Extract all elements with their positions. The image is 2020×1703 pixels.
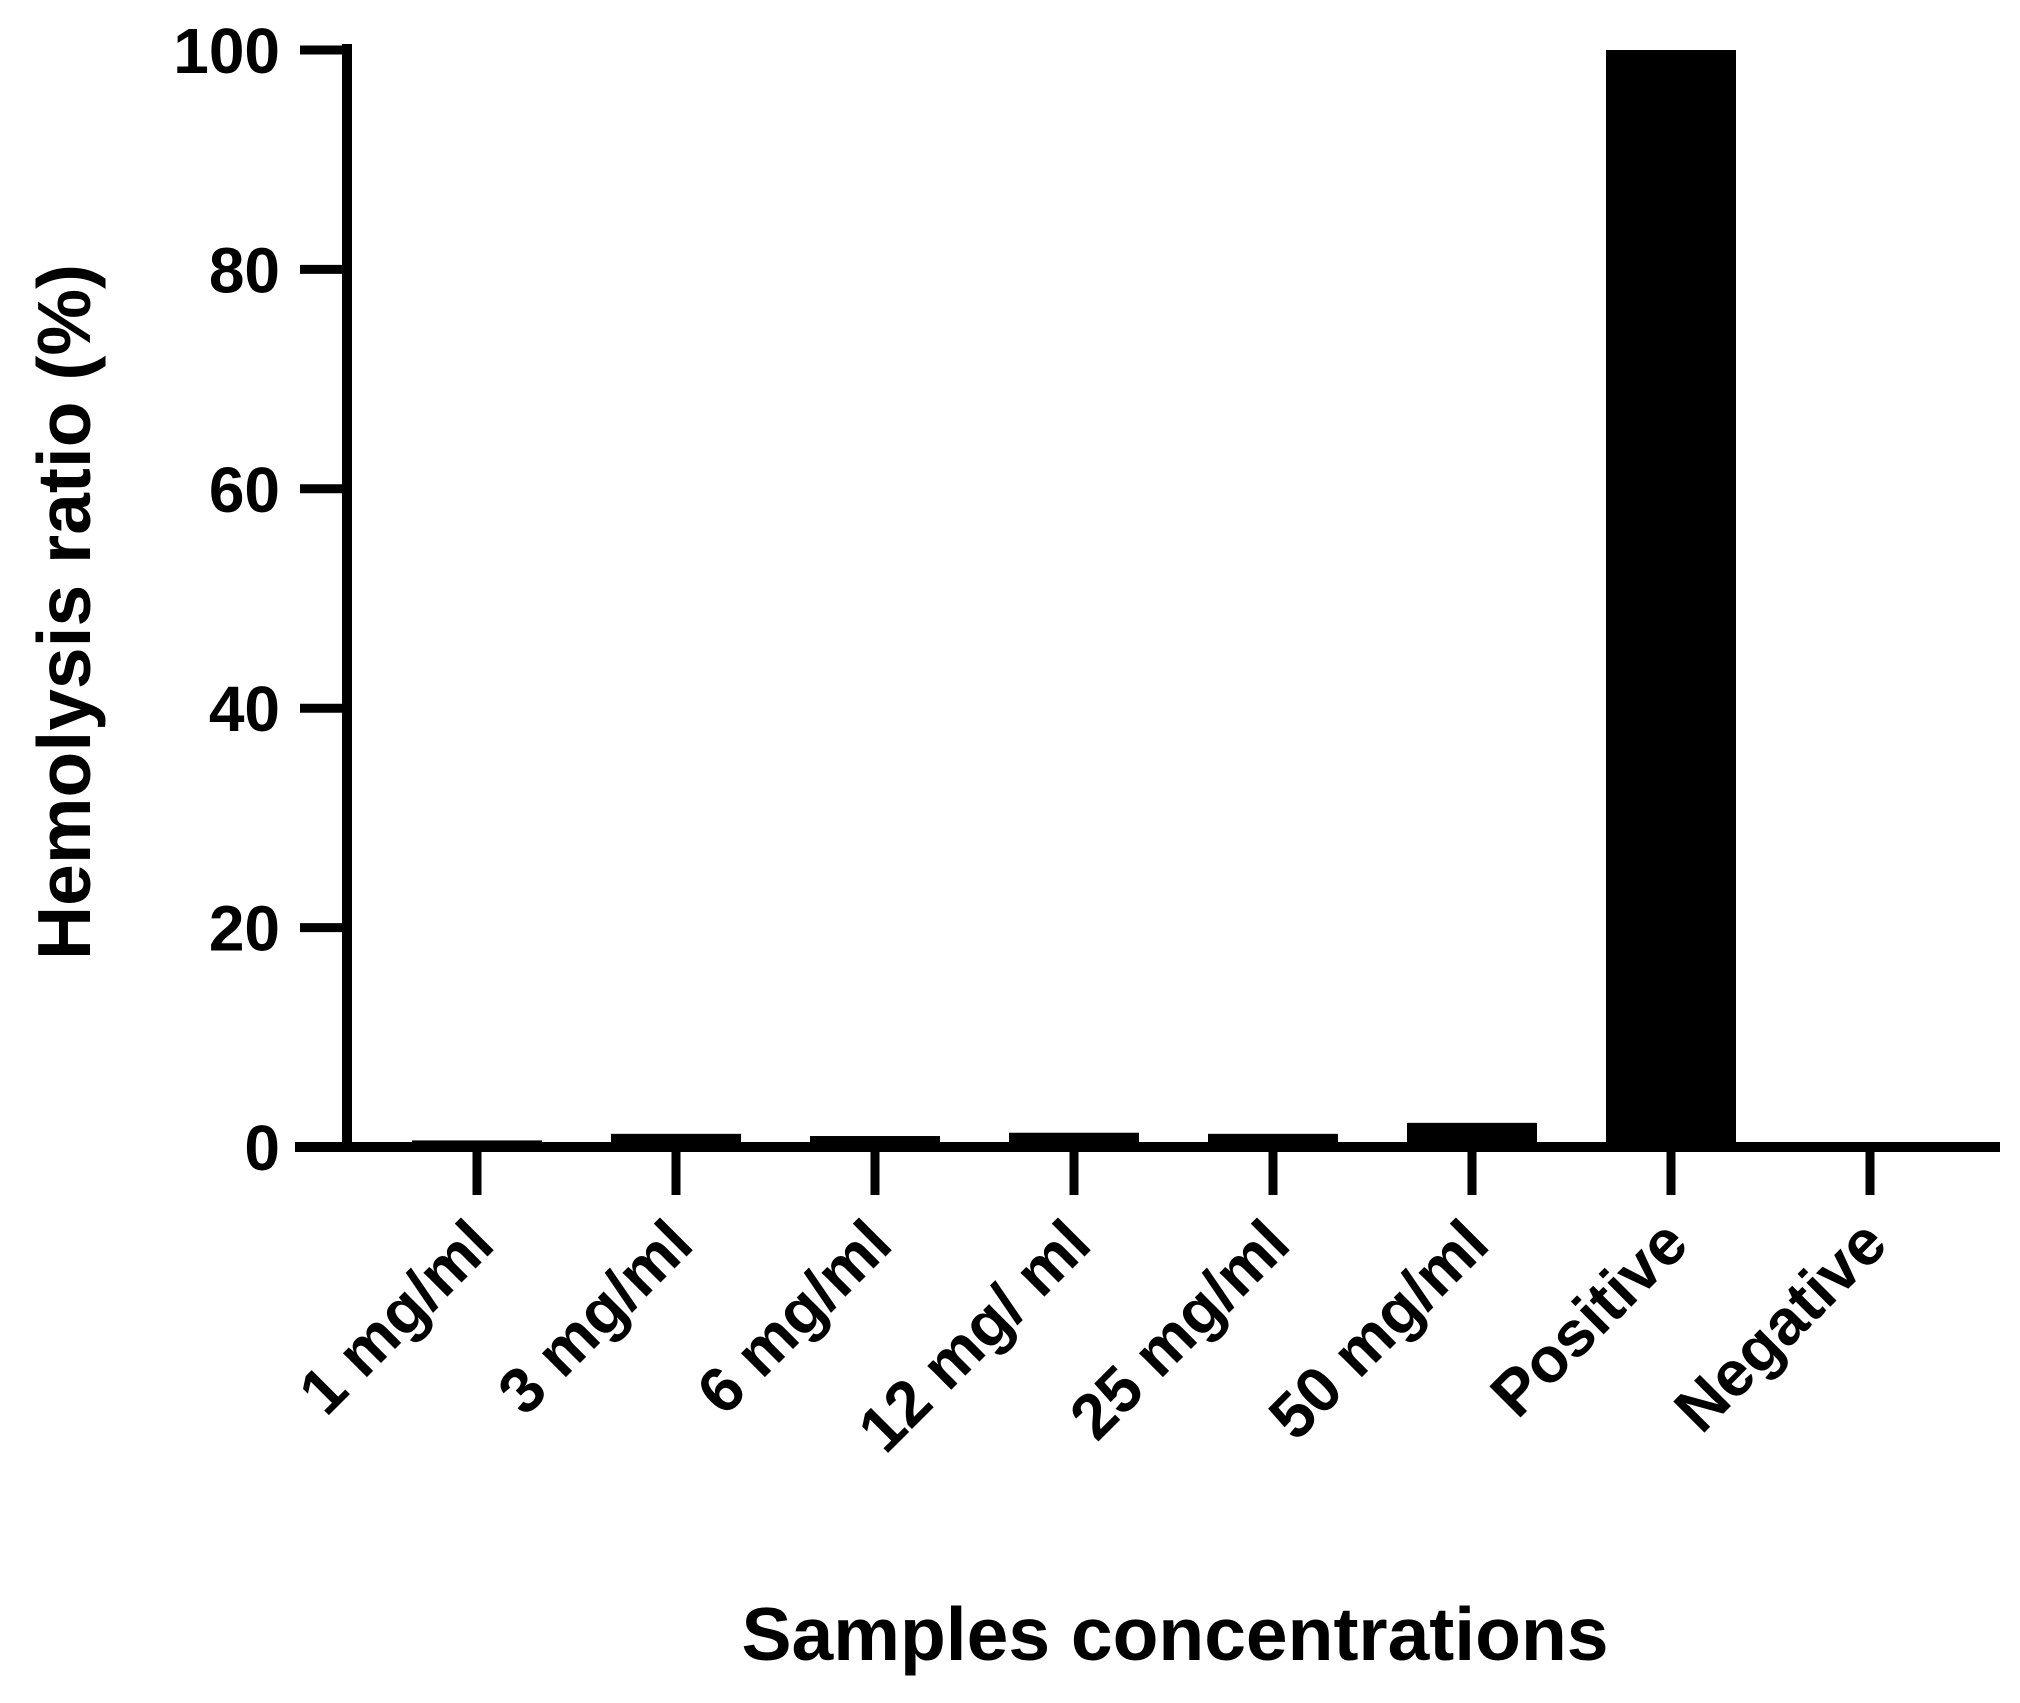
x-tick-label-7: Negative [1660, 1206, 1900, 1446]
x-axis-title: Samples concentrations [742, 1592, 1609, 1676]
y-axis-title: Hemolysis ratio (%) [22, 264, 106, 960]
bar-2 [810, 1136, 940, 1147]
y-ticks-group: 0 20 40 60 80 100 [173, 15, 347, 1184]
x-tick-label-0: 1 mg/ml [285, 1206, 507, 1428]
axes-group [295, 44, 2000, 1152]
x-tick-label-4: 25 mg/ml [1056, 1206, 1303, 1453]
y-tick-label-3: 60 [209, 454, 280, 526]
bars-group [412, 50, 1736, 1147]
y-tick-label-5: 100 [173, 15, 280, 87]
y-tick-label-0: 0 [244, 1112, 280, 1184]
bar-6 [1606, 50, 1736, 1147]
x-tick-label-1: 3 mg/ml [484, 1206, 706, 1428]
y-tick-label-4: 80 [209, 234, 280, 306]
x-tick-label-5: 50 mg/ml [1255, 1206, 1502, 1453]
y-tick-label-2: 40 [209, 673, 280, 745]
y-tick-label-1: 20 [209, 893, 280, 965]
